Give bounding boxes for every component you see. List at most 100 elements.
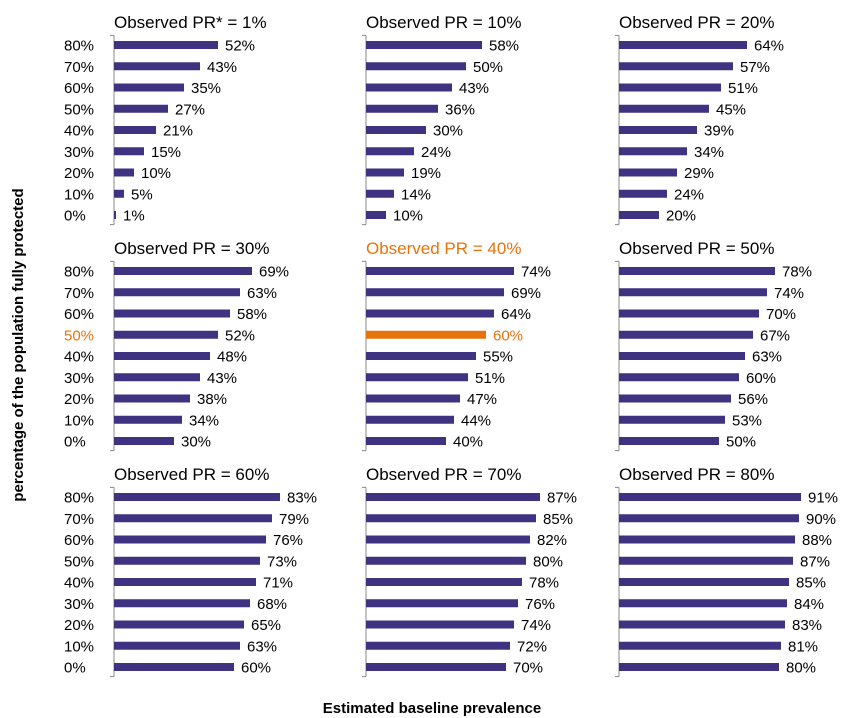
- bar: [114, 126, 156, 134]
- category-label: 20%: [64, 165, 94, 182]
- bar: [619, 104, 709, 113]
- bar: [366, 211, 386, 219]
- category-label: 80%: [64, 264, 94, 281]
- data-label: 82%: [537, 532, 567, 549]
- data-label: 85%: [796, 575, 826, 592]
- bar: [114, 373, 200, 382]
- bar: [366, 104, 438, 113]
- data-label: 63%: [247, 638, 277, 655]
- bar: [366, 373, 468, 382]
- bar: [114, 578, 256, 586]
- data-label: 50%: [473, 59, 503, 76]
- data-label: 83%: [287, 490, 317, 507]
- data-label: 45%: [716, 101, 746, 118]
- data-label: 88%: [802, 532, 832, 549]
- data-label: 40%: [453, 434, 483, 451]
- bar: [114, 309, 230, 318]
- data-label: 34%: [694, 144, 724, 161]
- bar: [619, 83, 721, 92]
- bar: [619, 211, 659, 219]
- data-label: 87%: [800, 553, 830, 570]
- data-label: 65%: [251, 617, 281, 634]
- data-label: 60%: [241, 660, 271, 677]
- data-label: 78%: [529, 575, 559, 592]
- bar: [114, 415, 182, 424]
- data-label: 72%: [517, 638, 547, 655]
- bar: [366, 352, 476, 360]
- data-label: 71%: [263, 575, 293, 592]
- panel-6: Observed PR = 50% 78% 74% 70% 67% 63% 60% 56% 53…: [615, 239, 812, 452]
- data-label: 30%: [433, 123, 463, 140]
- data-label: 27%: [175, 101, 205, 118]
- bar: [114, 168, 134, 177]
- bar: [114, 663, 234, 671]
- data-label: 20%: [666, 208, 696, 225]
- data-label: 52%: [225, 327, 255, 344]
- bar: [619, 535, 795, 544]
- bar: [366, 641, 510, 650]
- bar: [619, 189, 667, 198]
- y-axis-title: percentage of the population fully prote…: [10, 188, 27, 501]
- data-label: 70%: [766, 306, 796, 323]
- data-label: 21%: [163, 123, 193, 140]
- panel-title: Observed PR = 50%: [619, 239, 774, 258]
- data-label: 69%: [259, 264, 289, 281]
- bar: [619, 514, 799, 523]
- category-label: 20%: [64, 391, 94, 408]
- data-label: 78%: [782, 264, 812, 281]
- bar: [619, 641, 781, 650]
- bar: [366, 288, 504, 297]
- data-label: 39%: [704, 123, 734, 140]
- data-label: 43%: [459, 80, 489, 97]
- data-label: 53%: [732, 412, 762, 429]
- bar: [114, 493, 280, 501]
- data-label: 85%: [543, 511, 573, 528]
- data-label: 10%: [393, 208, 423, 225]
- bar: [114, 211, 116, 219]
- data-label: 76%: [525, 596, 555, 613]
- panel-title: Observed PR = 30%: [114, 239, 269, 258]
- category-label: 70%: [64, 59, 94, 76]
- data-label: 19%: [411, 165, 441, 182]
- data-label: 58%: [489, 38, 519, 55]
- data-label: 63%: [247, 285, 277, 302]
- bar: [619, 352, 745, 360]
- category-label: 0%: [64, 660, 86, 677]
- category-label: 10%: [64, 412, 94, 429]
- bar: [114, 599, 250, 608]
- bar: [366, 599, 518, 608]
- data-label: 38%: [197, 391, 227, 408]
- category-label: 30%: [64, 370, 94, 387]
- category-label: 10%: [64, 186, 94, 203]
- category-label: 0%: [64, 434, 86, 451]
- bar: [366, 330, 486, 339]
- category-label: 40%: [64, 575, 94, 592]
- bar: [619, 437, 719, 445]
- category-label: 40%: [64, 349, 94, 366]
- bar: [619, 373, 739, 382]
- data-label: 74%: [774, 285, 804, 302]
- bar: [114, 104, 168, 113]
- bar: [366, 267, 514, 275]
- data-label: 43%: [207, 59, 237, 76]
- bar: [619, 62, 733, 71]
- bar: [114, 394, 190, 403]
- category-label: 60%: [64, 306, 94, 323]
- data-label: 83%: [792, 617, 822, 634]
- bar: [366, 556, 526, 565]
- category-label: 60%: [64, 80, 94, 97]
- bar: [114, 147, 144, 156]
- bar: [366, 62, 466, 71]
- bar: [366, 41, 482, 49]
- panel-1: Observed PR* = 1% 80% 52% 70% 43% 60% 35% 50% 27…: [64, 13, 267, 226]
- category-label: 20%: [64, 617, 94, 634]
- bar: [619, 41, 747, 49]
- category-label: 80%: [64, 38, 94, 55]
- bar: [366, 663, 506, 671]
- data-label: 70%: [513, 660, 543, 677]
- category-label: 80%: [64, 490, 94, 507]
- data-label: 36%: [445, 101, 475, 118]
- data-label: 63%: [752, 349, 782, 366]
- bar: [366, 620, 514, 629]
